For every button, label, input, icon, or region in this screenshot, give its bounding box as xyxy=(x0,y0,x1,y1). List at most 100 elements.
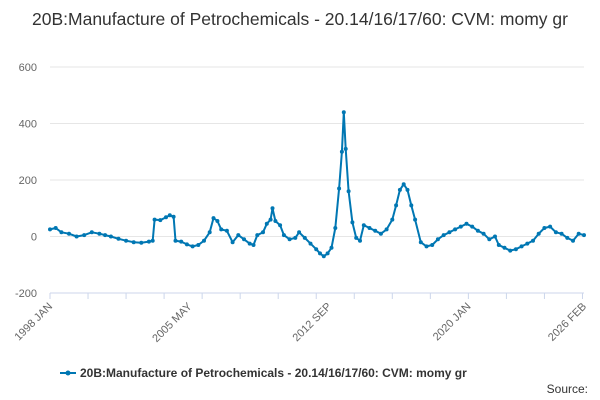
data-point[interactable] xyxy=(548,224,553,229)
data-point[interactable] xyxy=(53,226,58,230)
data-point[interactable] xyxy=(179,239,184,244)
data-point[interactable] xyxy=(325,251,330,256)
data-point[interactable] xyxy=(116,236,121,241)
data-point[interactable] xyxy=(321,254,326,259)
data-point[interactable] xyxy=(333,226,338,230)
data-point[interactable] xyxy=(171,214,176,219)
data-point[interactable] xyxy=(413,217,418,222)
data-point[interactable] xyxy=(458,224,463,229)
data-point[interactable] xyxy=(350,220,355,225)
data-point[interactable] xyxy=(559,231,564,236)
legend[interactable]: 20B:Manufacture of Petrochemicals - 20.1… xyxy=(60,366,467,380)
data-point[interactable] xyxy=(247,241,252,246)
data-point[interactable] xyxy=(82,233,87,238)
data-point[interactable] xyxy=(418,240,423,245)
data-point[interactable] xyxy=(293,235,298,240)
data-point[interactable] xyxy=(481,231,486,236)
data-point[interactable] xyxy=(341,110,346,115)
data-point[interactable] xyxy=(302,235,307,240)
data-point[interactable] xyxy=(531,238,535,243)
data-point[interactable] xyxy=(441,233,446,238)
data-series[interactable] xyxy=(48,110,586,259)
data-point[interactable] xyxy=(219,227,224,232)
data-point[interactable] xyxy=(409,203,414,208)
data-point[interactable] xyxy=(270,206,275,211)
data-point[interactable] xyxy=(190,244,195,249)
data-point[interactable] xyxy=(173,238,178,243)
data-point[interactable] xyxy=(525,241,530,246)
data-point[interactable] xyxy=(470,224,475,229)
data-point[interactable] xyxy=(103,233,108,238)
data-point[interactable] xyxy=(367,226,372,230)
data-point[interactable] xyxy=(281,233,286,238)
data-point[interactable] xyxy=(508,248,513,253)
data-point[interactable] xyxy=(224,228,229,233)
data-point[interactable] xyxy=(487,237,492,242)
data-point[interactable] xyxy=(430,243,435,247)
data-point[interactable] xyxy=(343,146,348,151)
data-point[interactable] xyxy=(314,247,319,252)
data-point[interactable] xyxy=(453,227,458,232)
data-point[interactable] xyxy=(158,218,163,223)
data-point[interactable] xyxy=(67,231,71,236)
data-point[interactable] xyxy=(447,230,452,235)
data-point[interactable] xyxy=(124,238,129,243)
data-point[interactable] xyxy=(297,230,302,235)
data-point[interactable] xyxy=(273,219,278,223)
data-point[interactable] xyxy=(513,247,518,252)
data-point[interactable] xyxy=(97,231,102,236)
data-point[interactable] xyxy=(202,238,206,243)
data-point[interactable] xyxy=(184,242,189,247)
data-point[interactable] xyxy=(496,243,501,247)
data-point[interactable] xyxy=(164,215,168,220)
data-point[interactable] xyxy=(384,227,389,232)
data-point[interactable] xyxy=(131,240,136,245)
data-point[interactable] xyxy=(373,228,378,233)
data-point[interactable] xyxy=(542,226,547,230)
data-point[interactable] xyxy=(59,230,64,235)
data-point[interactable] xyxy=(358,238,362,243)
data-point[interactable] xyxy=(361,223,366,228)
data-point[interactable] xyxy=(405,187,410,192)
data-point[interactable] xyxy=(278,223,283,228)
data-point[interactable] xyxy=(329,245,334,250)
data-point[interactable] xyxy=(230,240,235,245)
data-point[interactable] xyxy=(536,231,541,236)
data-point[interactable] xyxy=(89,230,94,235)
data-point[interactable] xyxy=(354,235,359,240)
data-point[interactable] xyxy=(571,238,575,243)
data-point[interactable] xyxy=(215,219,220,223)
data-point[interactable] xyxy=(435,237,440,242)
data-point[interactable] xyxy=(318,251,322,256)
data-point[interactable] xyxy=(390,217,395,222)
data-point[interactable] xyxy=(401,182,406,187)
data-point[interactable] xyxy=(152,217,157,222)
data-point[interactable] xyxy=(268,217,273,222)
data-point[interactable] xyxy=(211,216,216,221)
data-point[interactable] xyxy=(251,243,256,247)
data-point[interactable] xyxy=(242,237,246,242)
data-point[interactable] xyxy=(553,230,558,235)
data-point[interactable] xyxy=(519,244,524,249)
data-point[interactable] xyxy=(48,227,52,232)
data-point[interactable] xyxy=(236,233,241,238)
data-point[interactable] xyxy=(475,228,480,233)
data-point[interactable] xyxy=(150,238,155,243)
data-point[interactable] xyxy=(502,245,507,250)
data-point[interactable] xyxy=(337,186,342,191)
data-point[interactable] xyxy=(397,187,402,192)
data-point[interactable] xyxy=(378,231,383,236)
data-point[interactable] xyxy=(264,221,269,226)
data-point[interactable] xyxy=(146,239,151,244)
data-point[interactable] xyxy=(139,240,144,245)
data-point[interactable] xyxy=(74,234,79,239)
data-point[interactable] xyxy=(582,233,586,238)
data-point[interactable] xyxy=(464,221,469,226)
data-point[interactable] xyxy=(287,237,292,242)
data-point[interactable] xyxy=(565,235,570,240)
data-point[interactable] xyxy=(424,244,429,249)
data-point[interactable] xyxy=(394,203,399,208)
data-point[interactable] xyxy=(493,234,497,239)
data-point[interactable] xyxy=(576,231,581,236)
data-point[interactable] xyxy=(308,241,313,246)
